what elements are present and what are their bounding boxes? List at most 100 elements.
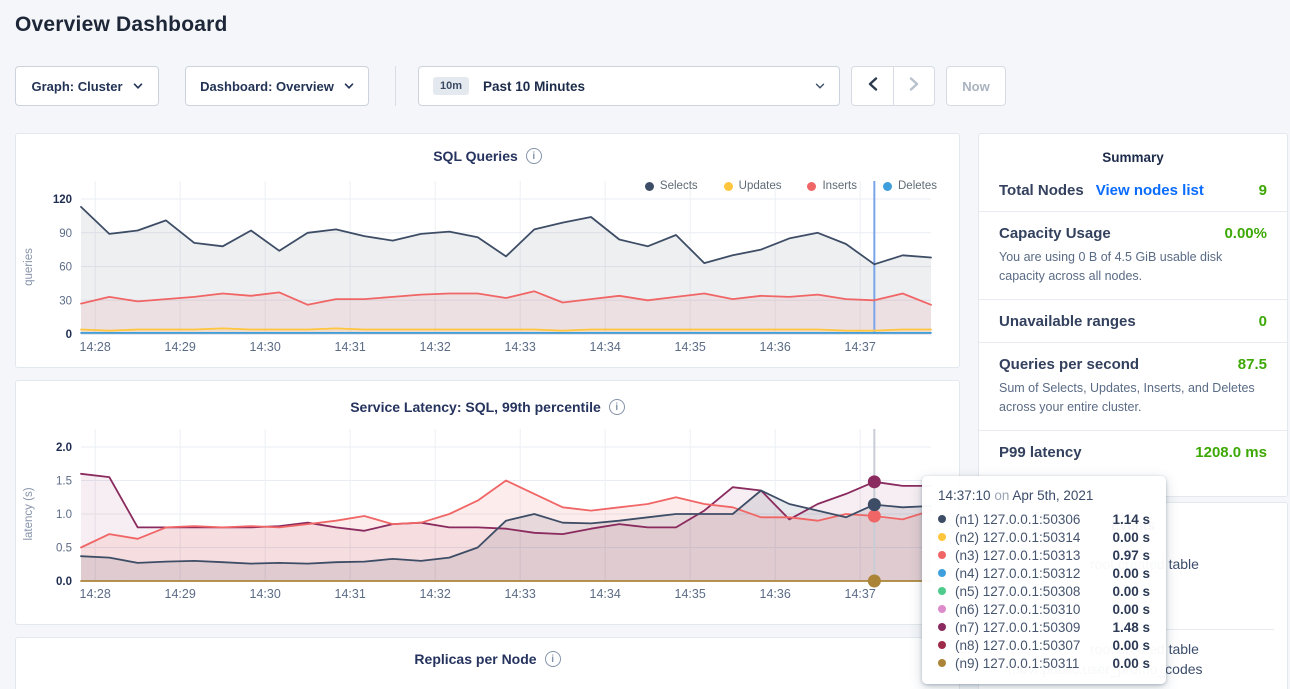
tooltip-node-row: (n9) 127.0.0.1:503110.00 s — [936, 654, 1150, 672]
capacity-usage-value: 0.00% — [1224, 225, 1267, 242]
time-range-selector[interactable]: 10m Past 10 Minutes — [418, 66, 840, 106]
node-latency-value: 0.00 s — [1098, 602, 1150, 617]
svg-text:90: 90 — [59, 228, 72, 240]
node-latency-value: 1.48 s — [1098, 620, 1150, 635]
legend-item-inserts[interactable]: Inserts — [807, 180, 857, 192]
info-icon[interactable]: i — [526, 148, 542, 164]
queries-per-second-label: Queries per second — [999, 356, 1139, 373]
svg-text:14:37: 14:37 — [845, 340, 876, 354]
svg-text:14:37: 14:37 — [845, 587, 876, 601]
tooltip-node-row: (n8) 127.0.0.1:50307 0.00 s — [936, 636, 1150, 654]
node-color-dot — [938, 515, 946, 523]
svg-text:queries: queries — [23, 248, 35, 286]
total-nodes-label: Total Nodes — [999, 182, 1084, 199]
dashboard-dropdown[interactable]: Dashboard: Overview — [185, 66, 369, 106]
summary-row-p99-latency: P99 latency 1208.0 ms — [979, 431, 1287, 473]
prev-time-button[interactable] — [852, 67, 893, 105]
legend-dot — [724, 182, 733, 191]
node-color-dot — [938, 569, 946, 577]
tooltip-node-row: (n6) 127.0.0.1:50310 0.00 s — [936, 600, 1150, 618]
controls-divider — [395, 66, 396, 106]
capacity-usage-label: Capacity Usage — [999, 225, 1111, 242]
node-color-dot — [938, 641, 946, 649]
tooltip-timestamp: 14:37:10 on Apr 5th, 2021 — [936, 488, 1150, 503]
svg-text:14:32: 14:32 — [420, 587, 451, 601]
chevron-down-icon — [344, 81, 354, 91]
info-icon[interactable]: i — [545, 651, 561, 667]
node-color-dot — [938, 587, 946, 595]
unavailable-ranges-label: Unavailable ranges — [999, 313, 1136, 330]
service-latency-title: Service Latency: SQL, 99th percentile — [350, 399, 601, 415]
node-address: (n5) 127.0.0.1:50308 — [955, 584, 1080, 599]
svg-text:1.0: 1.0 — [56, 509, 72, 521]
graph-dropdown-label: Graph: Cluster — [31, 79, 122, 94]
node-address: (n8) 127.0.0.1:50307 — [955, 638, 1080, 653]
svg-text:14:34: 14:34 — [590, 587, 621, 601]
legend-dot — [645, 182, 654, 191]
dashboard-dropdown-label: Dashboard: Overview — [200, 79, 334, 94]
node-address: (n3) 127.0.0.1:50313 — [955, 548, 1080, 563]
info-icon[interactable]: i — [609, 399, 625, 415]
node-latency-value: 0.00 s — [1098, 584, 1150, 599]
svg-text:0.0: 0.0 — [56, 576, 72, 588]
next-time-button[interactable] — [893, 67, 934, 105]
p99-latency-value: 1208.0 ms — [1195, 444, 1267, 461]
svg-text:120: 120 — [53, 194, 72, 206]
node-address: (n4) 127.0.0.1:50312 — [955, 566, 1080, 581]
svg-text:14:31: 14:31 — [335, 340, 366, 354]
node-color-dot — [938, 551, 946, 559]
node-latency-value: 1.14 s — [1098, 512, 1150, 527]
graph-dropdown[interactable]: Graph: Cluster — [15, 66, 159, 106]
total-nodes-value: 9 — [1259, 182, 1267, 199]
tooltip-node-row: (n3) 127.0.0.1:50313 0.97 s — [936, 546, 1150, 564]
service-latency-chart[interactable]: 0.00.51.01.52.014:2814:2914:3014:3114:32… — [16, 381, 961, 624]
summary-row-queries-per-second: Queries per second 87.5 Sum of Selects, … — [979, 343, 1287, 431]
node-color-dot — [938, 605, 946, 613]
tooltip-node-row: (n5) 127.0.0.1:50308 0.00 s — [936, 582, 1150, 600]
legend-dot — [807, 182, 816, 191]
chevron-left-icon — [867, 77, 879, 96]
node-latency-value: 0.00 s — [1098, 638, 1150, 653]
node-latency-value: 0.00 s — [1098, 530, 1150, 545]
p99-latency-label: P99 latency — [999, 444, 1082, 461]
svg-text:60: 60 — [59, 262, 72, 274]
svg-text:14:35: 14:35 — [675, 340, 706, 354]
queries-per-second-value: 87.5 — [1238, 356, 1267, 373]
node-address: (n9) 127.0.0.1:50311 — [955, 656, 1079, 671]
legend-label: Updates — [739, 180, 782, 192]
tooltip-node-row: (n4) 127.0.0.1:503120.00 s — [936, 564, 1150, 582]
tooltip-node-row: (n1) 127.0.0.1:503061.14 s — [936, 510, 1150, 528]
svg-text:14:35: 14:35 — [675, 587, 706, 601]
legend-label: Deletes — [898, 180, 937, 192]
svg-text:0.5: 0.5 — [56, 543, 72, 555]
view-nodes-list-link[interactable]: View nodes list — [1096, 182, 1204, 199]
svg-text:0: 0 — [66, 329, 72, 341]
svg-text:14:32: 14:32 — [420, 340, 451, 354]
chart-hover-tooltip: 14:37:10 on Apr 5th, 2021 (n1) 127.0.0.1… — [922, 476, 1166, 684]
node-address: (n6) 127.0.0.1:50310 — [955, 602, 1080, 617]
legend-item-deletes[interactable]: Deletes — [883, 180, 937, 192]
legend-label: Inserts — [822, 180, 857, 192]
svg-text:14:36: 14:36 — [760, 587, 791, 601]
svg-text:14:29: 14:29 — [165, 340, 196, 354]
tooltip-node-row: (n7) 127.0.0.1:503091.48 s — [936, 618, 1150, 636]
tooltip-node-row: (n2) 127.0.0.1:503140.00 s — [936, 528, 1150, 546]
svg-text:latency (s): latency (s) — [23, 487, 35, 540]
capacity-usage-description: You are using 0 B of 4.5 GiB usable disk… — [999, 248, 1267, 287]
legend-item-updates[interactable]: Updates — [724, 180, 782, 192]
legend-item-selects[interactable]: Selects — [645, 180, 698, 192]
sql-queries-chart[interactable]: 030609012014:2814:2914:3014:3114:3214:33… — [16, 134, 961, 367]
node-latency-value: 0.97 s — [1098, 548, 1150, 563]
replicas-per-node-title: Replicas per Node — [414, 651, 536, 667]
svg-text:14:33: 14:33 — [505, 340, 536, 354]
sql-queries-title: SQL Queries — [433, 148, 518, 164]
summary-row-total-nodes: Total Nodes View nodes list 9 — [979, 169, 1287, 212]
summary-row-capacity-usage: Capacity Usage 0.00% You are using 0 B o… — [979, 212, 1287, 300]
time-range-label: Past 10 Minutes — [483, 79, 585, 94]
chevron-right-icon — [908, 77, 920, 96]
now-button[interactable]: Now — [946, 66, 1006, 106]
legend-label: Selects — [660, 180, 698, 192]
svg-text:14:30: 14:30 — [250, 340, 281, 354]
svg-text:14:34: 14:34 — [590, 340, 621, 354]
sql-legend: Selects Updates Inserts Deletes — [645, 180, 937, 192]
